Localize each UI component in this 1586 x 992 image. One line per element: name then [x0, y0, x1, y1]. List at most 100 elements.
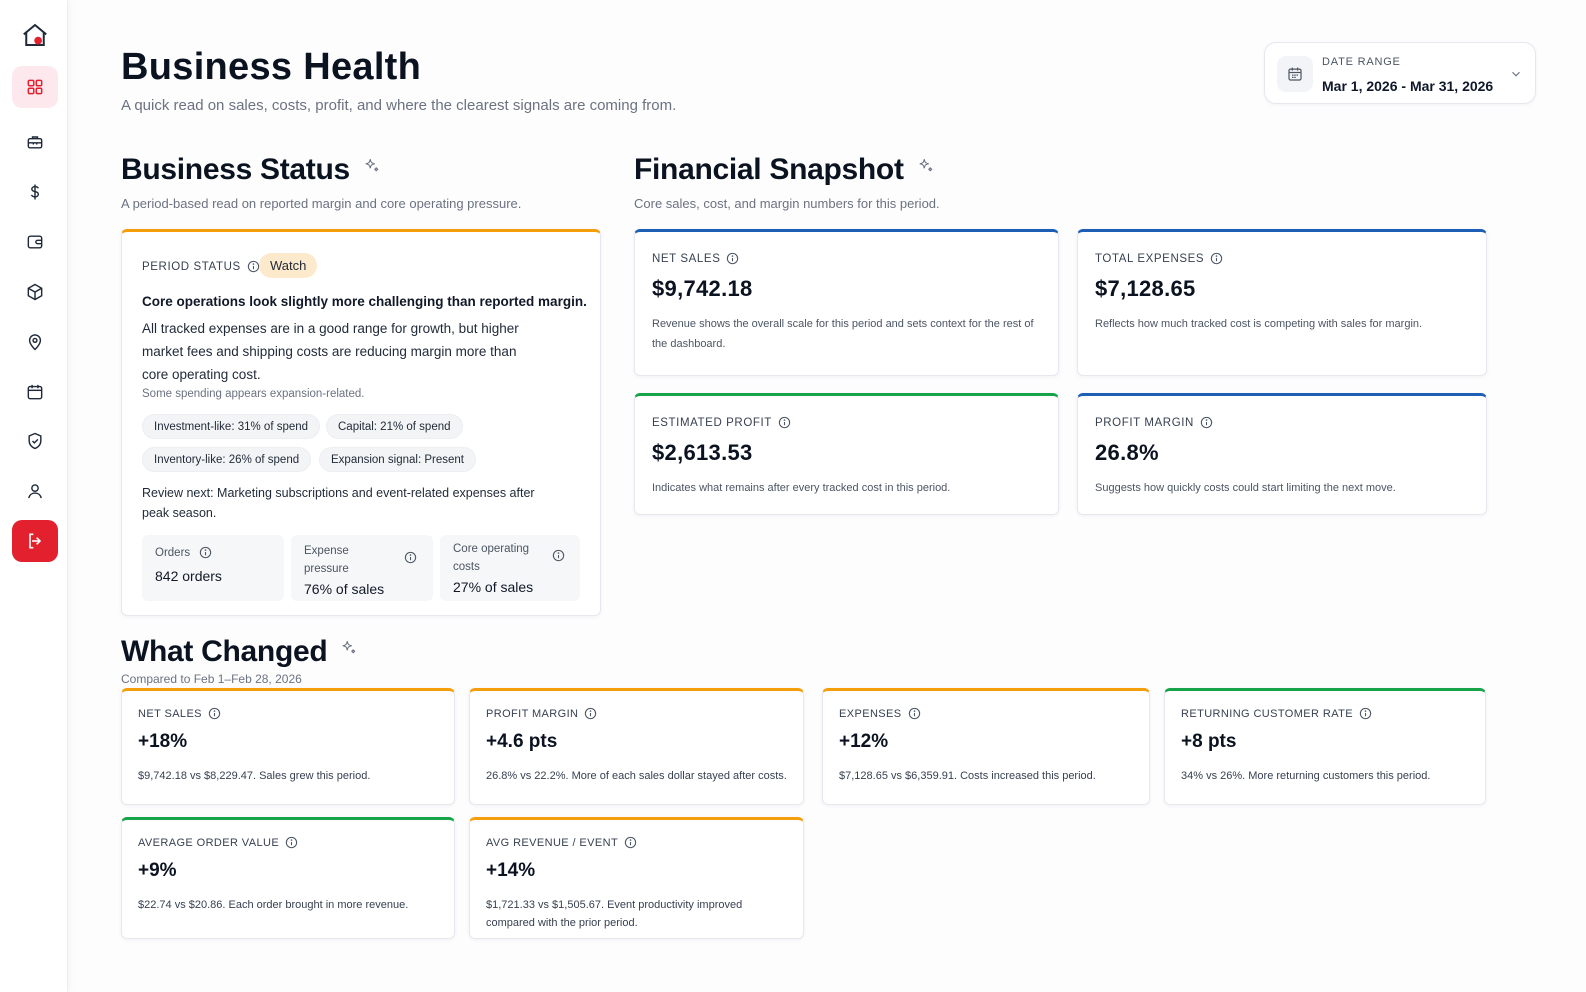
card-description: $9,742.18 vs $8,229.47. Sales grew this …: [138, 770, 371, 782]
logout-button[interactable]: [12, 520, 58, 562]
card-label: PROFIT MARGIN: [486, 707, 597, 720]
briefcase-icon: [27, 136, 43, 149]
card-description: 26.8% vs 22.2%. More of each sales dolla…: [486, 770, 787, 782]
change-card-expenses: EXPENSES +12% $7,128.65 vs $6,359.91. Co…: [822, 688, 1150, 805]
info-icon[interactable]: [778, 416, 791, 429]
status-headline: Core operations look slightly more chall…: [142, 294, 587, 309]
card-value: +9%: [138, 860, 177, 881]
wallet-icon: [27, 235, 43, 249]
calendar-icon: [1277, 56, 1313, 92]
info-icon[interactable]: [208, 707, 221, 720]
card-description: Indicates what remains after every track…: [652, 482, 951, 494]
info-icon[interactable]: [1359, 707, 1372, 720]
financial-snapshot-title: Financial Snapshot: [634, 153, 934, 187]
info-icon[interactable]: [1200, 416, 1213, 429]
card-label-text: EXPENSES: [839, 707, 902, 720]
change-card-avg-revenue-per-event: AVG REVENUE / EVENT +14% $1,721.33 vs $1…: [469, 817, 804, 939]
financial-snapshot-subtitle: Core sales, cost, and margin numbers for…: [634, 196, 940, 211]
info-icon[interactable]: [404, 551, 417, 564]
info-icon[interactable]: [1210, 252, 1223, 265]
page-subtitle: A quick read on sales, costs, profit, an…: [121, 97, 677, 114]
metric-label: Orders: [155, 547, 191, 559]
nav-dashboard[interactable]: [12, 66, 58, 108]
snapshot-card-total-expenses: TOTAL EXPENSES $7,128.65 Reflects how mu…: [1077, 229, 1487, 376]
card-label-text: ESTIMATED PROFIT: [652, 416, 772, 429]
change-card-profit-margin: PROFIT MARGIN +4.6 pts 26.8% vs 22.2%. M…: [469, 688, 804, 805]
what-changed-title: What Changed: [121, 635, 357, 669]
nav-calendar[interactable]: [12, 371, 58, 413]
change-card-net-sales: NET SALES +18% $9,742.18 vs $8,229.47. S…: [121, 688, 455, 805]
info-icon[interactable]: [726, 252, 739, 265]
map-pin-icon: [28, 334, 42, 351]
nav-inventory[interactable]: [12, 271, 58, 313]
page-title: Business Health: [121, 46, 422, 88]
card-description: $1,721.33 vs $1,505.67. Event productivi…: [486, 899, 743, 929]
info-icon[interactable]: [552, 549, 565, 562]
sparkle-icon: [343, 641, 356, 654]
snapshot-card-net-sales: NET SALES $9,742.18 Revenue shows the ov…: [634, 229, 1059, 376]
info-icon[interactable]: [285, 836, 298, 849]
logout-icon: [29, 533, 42, 549]
card-label: AVERAGE ORDER VALUE: [138, 836, 298, 849]
financial-snapshot-title-text: Financial Snapshot: [634, 153, 904, 186]
card-label: NET SALES: [652, 252, 739, 265]
status-note: Some spending appears expansion-related.: [142, 388, 365, 400]
info-icon[interactable]: [199, 546, 212, 559]
sidebar: [0, 0, 68, 992]
card-value: $7,128.65: [1095, 276, 1196, 301]
card-label: PROFIT MARGIN: [1095, 416, 1213, 429]
card-description: $7,128.65 vs $6,359.91. Costs increased …: [839, 770, 1096, 782]
business-status-card: PERIOD STATUS Watch Core operations look…: [121, 229, 601, 616]
nav-sales[interactable]: [12, 171, 58, 213]
dollar-icon: [30, 184, 40, 200]
info-icon[interactable]: [624, 836, 637, 849]
card-value: +8 pts: [1181, 731, 1237, 752]
info-icon[interactable]: [584, 707, 597, 720]
card-label: NET SALES: [138, 707, 221, 720]
review-next: Review next: Marketing subscriptions and…: [142, 486, 535, 520]
metric-expense-pressure: Expense pressure 76% of sales: [291, 535, 433, 601]
metric-value: 76% of sales: [304, 581, 385, 597]
sparkle-icon: [365, 159, 379, 172]
home-icon: [23, 23, 47, 46]
chip-investment: Investment-like: 31% of spend: [142, 414, 321, 439]
info-icon[interactable]: [908, 707, 921, 720]
nav-locations[interactable]: [12, 321, 58, 363]
card-value: +14%: [486, 860, 536, 881]
card-label-text: AVG REVENUE / EVENT: [486, 836, 619, 849]
card-value: +4.6 pts: [486, 731, 558, 752]
card-label-text: RETURNING CUSTOMER RATE: [1181, 707, 1353, 720]
date-range-label: DATE RANGE: [1322, 56, 1401, 68]
card-label: EXPENSES: [839, 707, 921, 720]
metric-value: 27% of sales: [453, 579, 534, 595]
nav-wallet[interactable]: [12, 221, 58, 263]
card-description: $22.74 vs $20.86. Each order brought in …: [138, 899, 409, 911]
period-status-label-text: PERIOD STATUS: [142, 260, 241, 273]
card-label: RETURNING CUSTOMER RATE: [1181, 707, 1372, 720]
card-description: Revenue shows the overall scale for this…: [652, 318, 1034, 350]
nav-security[interactable]: [12, 420, 58, 462]
card-value: $9,742.18: [652, 276, 753, 301]
nav-home[interactable]: [12, 14, 58, 56]
business-status-title: Business Status: [121, 153, 380, 187]
date-range-picker[interactable]: DATE RANGE Mar 1, 2026 - Mar 31, 2026: [1264, 42, 1536, 104]
card-label-text: AVERAGE ORDER VALUE: [138, 836, 280, 849]
metric-label: Expense pressure: [304, 545, 349, 575]
info-icon[interactable]: [247, 260, 260, 273]
change-card-average-order-value: AVERAGE ORDER VALUE +9% $22.74 vs $20.86…: [121, 817, 455, 939]
nav-profile[interactable]: [12, 470, 58, 512]
sparkle-icon: [919, 159, 932, 172]
card-label-text: NET SALES: [652, 252, 721, 265]
chip-expansion: Expansion signal: Present: [319, 447, 476, 472]
chip-inventory: Inventory-like: 26% of spend: [142, 447, 312, 472]
chip-capital: Capital: 21% of spend: [326, 414, 463, 439]
change-card-returning-customer-rate: RETURNING CUSTOMER RATE +8 pts 34% vs 26…: [1164, 688, 1486, 805]
card-value: +18%: [138, 731, 188, 752]
nav-business[interactable]: [12, 121, 58, 163]
status-badge: Watch: [259, 253, 318, 278]
snapshot-card-estimated-profit: ESTIMATED PROFIT $2,613.53 Indicates wha…: [634, 393, 1059, 515]
box-icon: [27, 283, 43, 301]
status-body: All tracked expenses are in a good range…: [142, 321, 519, 382]
card-value: $2,613.53: [652, 440, 753, 465]
card-label-text: PROFIT MARGIN: [1095, 416, 1194, 429]
